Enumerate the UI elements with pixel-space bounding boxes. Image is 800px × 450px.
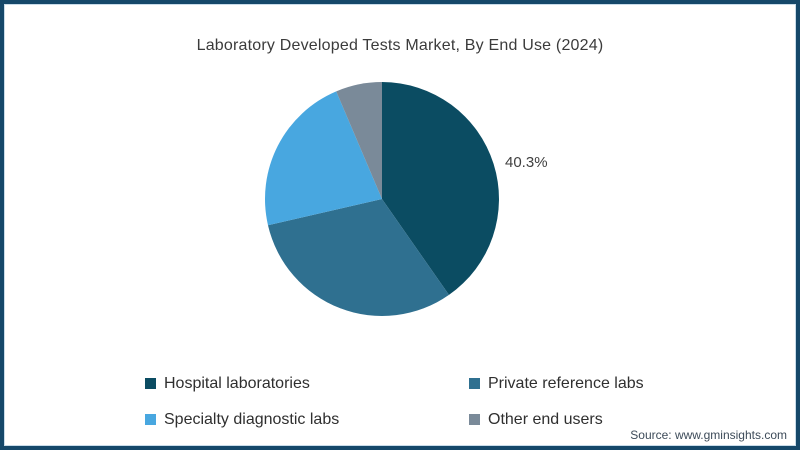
pie-slice-0: [382, 82, 499, 295]
source-attribution: Source: www.gminsights.com: [630, 428, 787, 442]
legend-swatch-private-reference-labs: [469, 378, 480, 389]
legend-label: Specialty diagnostic labs: [164, 411, 340, 428]
legend-label: Hospital laboratories: [164, 375, 310, 392]
legend-item-hospital-laboratories: Hospital laboratories: [145, 375, 469, 392]
pie-slice-3: [336, 82, 382, 199]
legend-swatch-hospital-laboratories: [145, 378, 156, 389]
legend-label: Private reference labs: [488, 375, 644, 392]
legend-item-specialty-diagnostic-labs: Specialty diagnostic labs: [145, 411, 469, 428]
legend-item-private-reference-labs: Private reference labs: [469, 375, 644, 392]
legend-item-other-end-users: Other end users: [469, 411, 644, 428]
legend-label: Other end users: [488, 411, 603, 428]
pie-chart-svg: [264, 82, 499, 316]
pie-chart: [262, 79, 502, 319]
pie-slice-2: [264, 91, 382, 226]
legend-swatch-other-end-users: [469, 414, 480, 425]
slice-data-label: 40.3%: [505, 154, 548, 171]
legend-swatch-specialty-diagnostic-labs: [145, 414, 156, 425]
legend: Hospital laboratories Private reference …: [145, 375, 644, 428]
chart-title: Laboratory Developed Tests Market, By En…: [196, 37, 604, 54]
pie-slice-1: [267, 199, 449, 316]
